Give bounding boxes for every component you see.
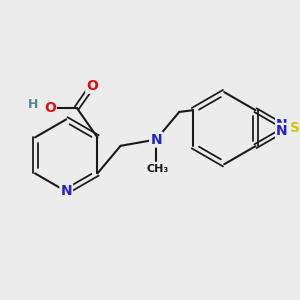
Text: CH₃: CH₃ [147, 164, 169, 174]
Text: N: N [276, 118, 288, 133]
Text: H: H [28, 98, 39, 111]
Text: N: N [150, 133, 162, 147]
Text: S: S [290, 121, 300, 135]
Text: O: O [44, 101, 56, 115]
Text: O: O [86, 79, 98, 93]
Text: N: N [60, 184, 72, 198]
Text: N: N [276, 124, 288, 138]
